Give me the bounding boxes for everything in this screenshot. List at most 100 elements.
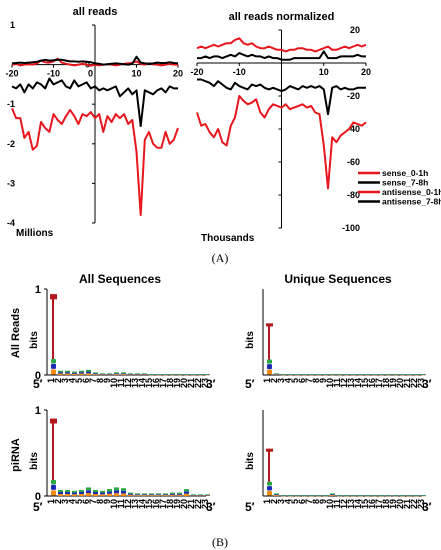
series-line-sense_0-1h bbox=[196, 37, 367, 53]
y-tick-label: 1 bbox=[35, 405, 41, 417]
logo-letter bbox=[79, 493, 84, 496]
logo-letter bbox=[72, 372, 77, 374]
logo-letter bbox=[93, 491, 98, 494]
logo-letter bbox=[65, 489, 70, 492]
logo-letter bbox=[400, 495, 405, 496]
logo-letter bbox=[114, 374, 119, 375]
x-tick-label: 10 bbox=[109, 378, 119, 388]
logo-letter bbox=[177, 492, 182, 494]
logo-letter bbox=[72, 373, 77, 375]
logo-letter bbox=[149, 374, 154, 375]
x-tick-label: 3 bbox=[276, 378, 286, 383]
logo-letter bbox=[407, 495, 412, 496]
y-tick-label: -2 bbox=[7, 139, 15, 149]
x-tick-label: 7 bbox=[88, 499, 98, 504]
logo-letter bbox=[121, 490, 126, 494]
logo-letter bbox=[142, 494, 147, 496]
logo-letter bbox=[267, 486, 272, 491]
x-tick-label: 2 bbox=[269, 499, 279, 504]
logo-letter bbox=[316, 495, 321, 496]
logo-letter bbox=[358, 374, 363, 375]
logo-letter bbox=[330, 374, 335, 375]
logo-letter bbox=[107, 493, 112, 496]
x-tick-label: 16 bbox=[151, 499, 161, 509]
logo-letter bbox=[198, 374, 203, 375]
x-tick-label: 3 bbox=[276, 499, 286, 504]
logo-letter bbox=[344, 495, 349, 496]
logo-letter bbox=[379, 495, 384, 496]
x-tick-label: 5 bbox=[290, 499, 300, 504]
logo-letter bbox=[135, 373, 140, 374]
logo-letter bbox=[86, 369, 91, 372]
chart-title: all reads bbox=[73, 6, 118, 18]
logo-letter bbox=[365, 374, 370, 375]
three-prime-label: 3′ bbox=[206, 377, 216, 391]
panel-label-a: (A) bbox=[212, 251, 229, 265]
five-prime-label: 5′ bbox=[245, 377, 255, 391]
logo-letter bbox=[135, 494, 140, 496]
logo-letter bbox=[128, 373, 133, 374]
x-tick-label: 22 bbox=[409, 378, 419, 388]
y-tick-label: -3 bbox=[7, 178, 15, 188]
logo-letter bbox=[51, 363, 56, 369]
logo-letter bbox=[337, 374, 342, 375]
logo-letter bbox=[163, 494, 168, 496]
logo-letter bbox=[65, 493, 70, 496]
logo-letter bbox=[58, 370, 63, 373]
logo-bar bbox=[268, 448, 270, 482]
logo-letter bbox=[351, 495, 356, 496]
logo-letter bbox=[51, 484, 56, 490]
logo-letter bbox=[58, 491, 63, 494]
logo-letter bbox=[351, 374, 356, 375]
x-tick-label: 4 bbox=[67, 499, 77, 504]
x-tick-label: 0 bbox=[88, 69, 93, 79]
x-tick-label: 23 bbox=[416, 499, 426, 509]
logo-letter bbox=[100, 373, 105, 375]
y-axis-label: bits bbox=[245, 331, 256, 349]
y-tick-label: 1 bbox=[35, 284, 41, 296]
x-tick-label: 11 bbox=[332, 378, 342, 388]
y-tick-label: -40 bbox=[347, 124, 360, 134]
series-line-antisense_0-1h bbox=[196, 95, 367, 190]
x-tick-label: 17 bbox=[158, 378, 168, 388]
x-tick-label: 3 bbox=[60, 378, 70, 383]
logo-letter bbox=[274, 373, 279, 375]
logo-letter bbox=[114, 487, 119, 491]
logo-letter bbox=[121, 372, 126, 374]
x-tick-label: 11 bbox=[116, 499, 126, 509]
logo-letter bbox=[205, 494, 210, 495]
logo-letter bbox=[107, 374, 112, 376]
x-tick-label: 18 bbox=[381, 378, 391, 388]
x-tick-label: 2 bbox=[53, 499, 63, 504]
x-tick-label: 18 bbox=[381, 499, 391, 509]
logo-letter bbox=[114, 493, 119, 496]
logo-bar bbox=[52, 294, 54, 359]
logo-letter bbox=[170, 493, 175, 495]
legend-entry: antisense_7-8h bbox=[382, 197, 441, 207]
x-tick-label: -10 bbox=[47, 69, 60, 79]
x-tick-label: 19 bbox=[388, 499, 398, 509]
logo-letter bbox=[358, 495, 363, 496]
logo-letter bbox=[65, 372, 70, 374]
x-tick-label: 23 bbox=[200, 378, 210, 388]
logo-letter bbox=[198, 495, 203, 497]
row-label: piRNA bbox=[10, 438, 22, 472]
logo-letter bbox=[316, 374, 321, 375]
logo-letter bbox=[149, 493, 154, 495]
logo-letter bbox=[170, 374, 175, 375]
x-tick-label: 20 bbox=[361, 67, 371, 77]
logo-chart-4: bits123456789101112131415161718192021222… bbox=[245, 410, 432, 514]
logo-letter bbox=[149, 495, 154, 496]
logo-letter bbox=[135, 373, 140, 375]
logo-letter bbox=[128, 492, 133, 494]
logo-letter bbox=[142, 495, 147, 496]
x-tick-label: 23 bbox=[416, 378, 426, 388]
panel-label-b: (B) bbox=[212, 535, 228, 549]
x-tick-label: 14 bbox=[353, 499, 363, 509]
logo-letter bbox=[51, 480, 56, 485]
x-tick-label: 1 bbox=[262, 378, 272, 383]
logo-letter bbox=[267, 481, 272, 486]
x-tick-label: 20 bbox=[395, 378, 405, 388]
logo-letter bbox=[330, 493, 335, 495]
